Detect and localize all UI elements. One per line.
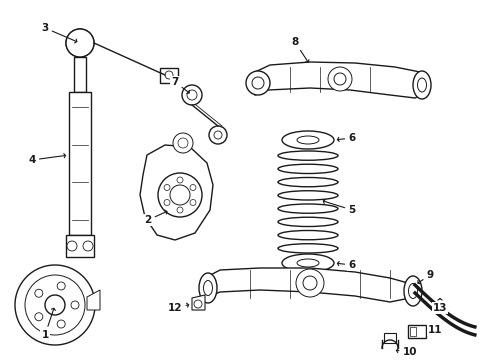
Circle shape bbox=[88, 40, 93, 45]
Bar bbox=[384, 333, 396, 343]
Text: 7: 7 bbox=[172, 77, 189, 94]
Circle shape bbox=[187, 90, 197, 100]
Circle shape bbox=[25, 275, 85, 335]
Ellipse shape bbox=[409, 284, 417, 298]
Text: 6: 6 bbox=[338, 260, 356, 270]
Polygon shape bbox=[87, 290, 100, 310]
Ellipse shape bbox=[297, 259, 319, 267]
Circle shape bbox=[82, 32, 88, 37]
Circle shape bbox=[66, 29, 94, 57]
Bar bbox=[66, 235, 94, 257]
Bar bbox=[69, 92, 91, 235]
Circle shape bbox=[164, 184, 170, 190]
Circle shape bbox=[296, 269, 324, 297]
Ellipse shape bbox=[297, 136, 319, 144]
Circle shape bbox=[74, 37, 86, 49]
Ellipse shape bbox=[282, 131, 334, 149]
Ellipse shape bbox=[199, 273, 217, 303]
Text: 1: 1 bbox=[41, 308, 55, 340]
Circle shape bbox=[173, 133, 193, 153]
Ellipse shape bbox=[282, 254, 334, 272]
Text: 12: 12 bbox=[168, 303, 189, 313]
Circle shape bbox=[35, 313, 43, 321]
Polygon shape bbox=[140, 145, 213, 240]
Circle shape bbox=[303, 276, 317, 290]
Bar bbox=[408, 325, 426, 338]
Text: 8: 8 bbox=[292, 37, 309, 62]
Ellipse shape bbox=[203, 280, 213, 296]
Circle shape bbox=[66, 29, 94, 57]
Circle shape bbox=[71, 301, 79, 309]
Ellipse shape bbox=[417, 78, 426, 92]
Circle shape bbox=[334, 73, 346, 85]
Circle shape bbox=[190, 184, 196, 190]
Circle shape bbox=[252, 77, 264, 89]
Circle shape bbox=[57, 282, 65, 290]
Circle shape bbox=[214, 131, 222, 139]
Text: 11: 11 bbox=[426, 325, 442, 335]
Text: 9: 9 bbox=[418, 270, 434, 284]
Circle shape bbox=[68, 40, 73, 45]
Circle shape bbox=[209, 126, 227, 144]
Circle shape bbox=[177, 177, 183, 183]
Text: 4: 4 bbox=[28, 154, 66, 165]
Text: 10: 10 bbox=[396, 347, 417, 357]
Polygon shape bbox=[205, 268, 415, 302]
Ellipse shape bbox=[413, 71, 431, 99]
Text: 6: 6 bbox=[338, 133, 356, 143]
Circle shape bbox=[67, 241, 77, 251]
Text: 13: 13 bbox=[433, 298, 447, 313]
Polygon shape bbox=[250, 62, 430, 98]
Circle shape bbox=[328, 67, 352, 91]
Circle shape bbox=[165, 71, 173, 79]
Circle shape bbox=[45, 295, 65, 315]
Circle shape bbox=[158, 173, 202, 217]
Circle shape bbox=[190, 199, 196, 206]
Polygon shape bbox=[192, 295, 205, 310]
Circle shape bbox=[83, 241, 93, 251]
Circle shape bbox=[35, 289, 43, 297]
Circle shape bbox=[194, 300, 202, 308]
Bar bbox=[410, 327, 416, 336]
Bar bbox=[160, 68, 178, 83]
Circle shape bbox=[73, 49, 77, 54]
Circle shape bbox=[164, 199, 170, 206]
Circle shape bbox=[182, 85, 202, 105]
Circle shape bbox=[170, 185, 190, 205]
Circle shape bbox=[177, 207, 183, 213]
Circle shape bbox=[82, 49, 88, 54]
Text: 3: 3 bbox=[41, 23, 77, 43]
Text: 2: 2 bbox=[145, 210, 167, 225]
Bar bbox=[74, 57, 86, 92]
Ellipse shape bbox=[404, 276, 422, 306]
Circle shape bbox=[73, 32, 77, 37]
Circle shape bbox=[246, 71, 270, 95]
Circle shape bbox=[178, 138, 188, 148]
Circle shape bbox=[15, 265, 95, 345]
Circle shape bbox=[57, 320, 65, 328]
Text: 5: 5 bbox=[323, 199, 356, 215]
